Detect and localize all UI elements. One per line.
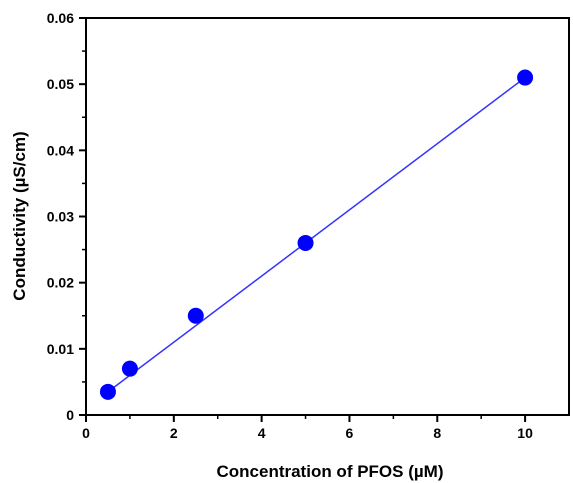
x-tick-label: 4 <box>258 425 266 441</box>
axis-ticks <box>79 17 527 422</box>
x-tick-label: 10 <box>517 425 533 441</box>
fit-line <box>107 76 526 393</box>
data-points <box>99 69 534 400</box>
data-point <box>99 383 116 400</box>
y-tick-label: 0.06 <box>47 10 74 26</box>
fit-line-layer <box>107 76 526 393</box>
y-tick-label: 0.04 <box>47 142 74 158</box>
data-point <box>297 234 314 251</box>
data-point <box>517 69 534 86</box>
y-tick-label: 0.01 <box>47 341 74 357</box>
y-tick-label: 0.03 <box>47 209 74 225</box>
y-axis-label: Conductivity (µS/cm) <box>10 131 29 300</box>
x-axis-label: Concentration of PFOS (µM) <box>216 462 443 481</box>
plot-frame <box>85 17 570 416</box>
y-tick-label: 0.05 <box>47 76 74 92</box>
y-tick-labels: 0 0.01 0.02 0.03 0.04 0.05 0.06 <box>47 10 74 423</box>
y-tick-label: 0.02 <box>47 275 74 291</box>
x-tick-label: 8 <box>433 425 441 441</box>
y-tick-label: 0 <box>66 407 74 423</box>
x-tick-label: 0 <box>82 425 90 441</box>
data-point <box>121 360 138 377</box>
data-point <box>187 307 204 324</box>
x-tick-label: 2 <box>170 425 178 441</box>
x-tick-label: 6 <box>346 425 354 441</box>
x-tick-labels: 0 2 4 6 8 10 <box>82 425 533 441</box>
